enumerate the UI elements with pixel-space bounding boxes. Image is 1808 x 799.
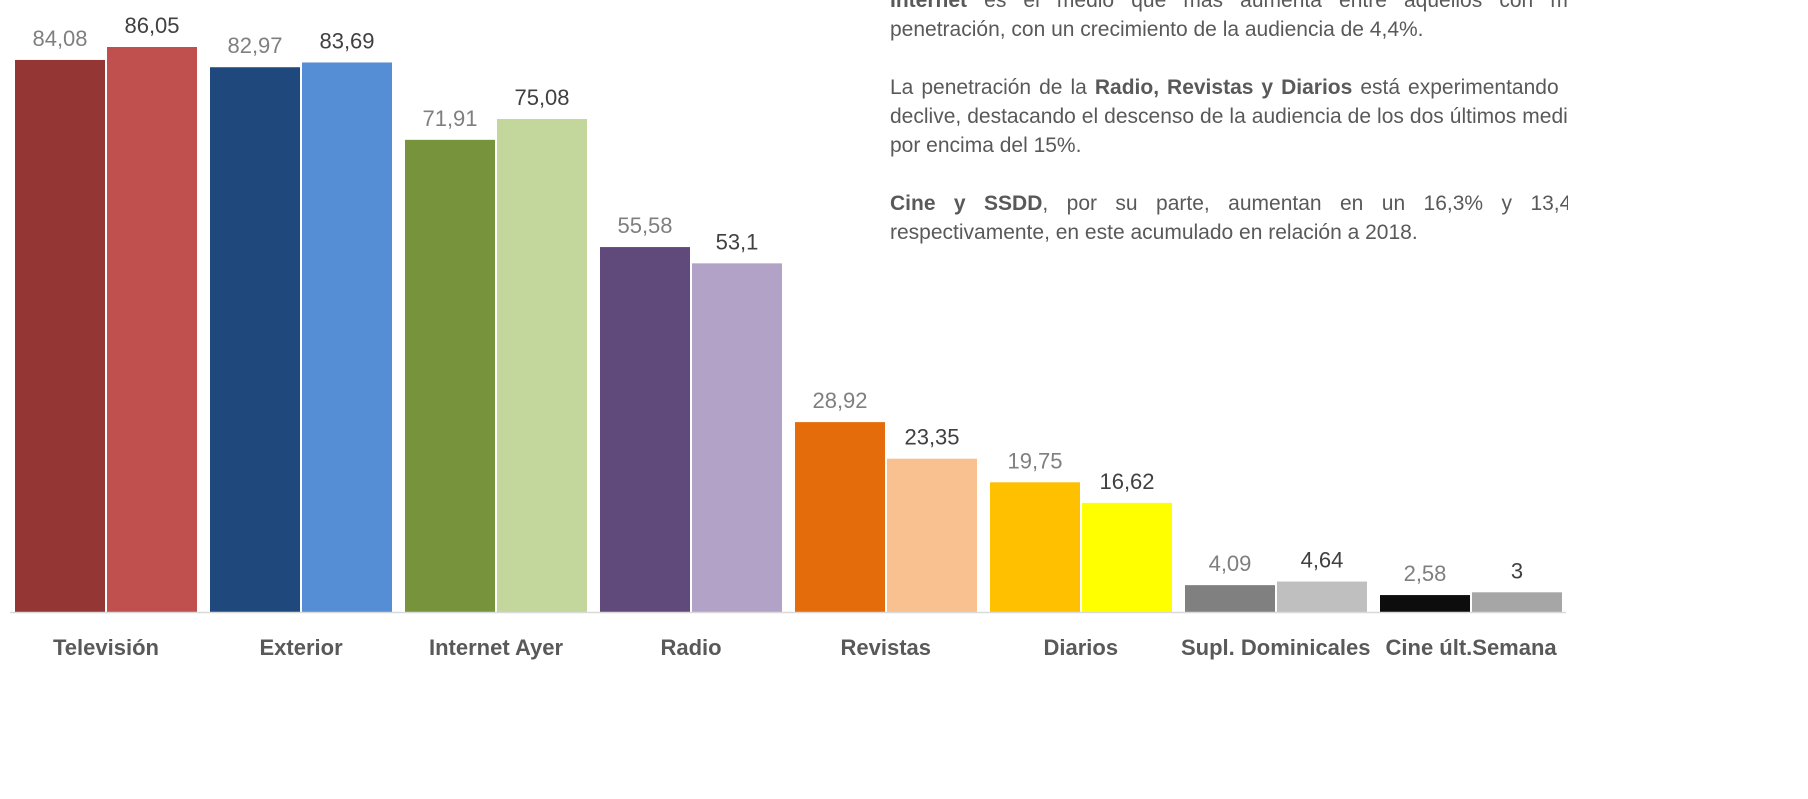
- text-panel-body: Internet es el medio que más aumenta ent…: [890, 0, 1568, 247]
- x-tick-label: Televisión: [53, 635, 159, 660]
- bar: [990, 482, 1080, 612]
- text: La penetración de la: [890, 76, 1095, 99]
- value-label: 2,58: [1404, 561, 1447, 586]
- text-panel: Internet es el medio que más aumenta ent…: [890, 0, 1568, 366]
- value-label: 3: [1511, 558, 1523, 583]
- bar: [795, 422, 885, 612]
- value-label: 23,35: [904, 425, 959, 450]
- bar: [15, 59, 105, 612]
- bar: [887, 458, 977, 612]
- value-label: 28,92: [812, 388, 867, 413]
- value-label: 86,05: [124, 13, 179, 38]
- bar: [107, 47, 197, 612]
- value-label: 55,58: [617, 213, 672, 238]
- bar: [600, 247, 690, 612]
- value-label: 71,91: [422, 106, 477, 131]
- bar: [302, 62, 392, 612]
- value-label: 53,1: [716, 229, 759, 254]
- bar: [497, 119, 587, 612]
- value-label: 4,09: [1209, 551, 1252, 576]
- bold-text: Cine y SSDD: [890, 192, 1043, 215]
- value-label: 4,64: [1301, 548, 1344, 573]
- value-label: 84,08: [32, 26, 87, 51]
- bar: [1380, 595, 1470, 612]
- text: está experimentando un declive, destacan…: [890, 76, 1568, 157]
- bar: [210, 67, 300, 612]
- value-label: 16,62: [1099, 469, 1154, 494]
- value-label: 82,97: [227, 33, 282, 58]
- bar: [1472, 592, 1562, 612]
- x-tick-label: Diarios: [1043, 635, 1119, 660]
- x-tick-label: Radio: [660, 635, 722, 660]
- bar: [1185, 585, 1275, 612]
- paragraph: La penetración de la Radio, Revistas y D…: [890, 73, 1568, 160]
- bold-text: Radio, Revistas y Diarios: [1094, 76, 1353, 99]
- value-label: 83,69: [319, 28, 374, 53]
- bold-text: Internet: [890, 0, 968, 12]
- paragraph: Internet es el medio que más aumenta ent…: [890, 0, 1568, 44]
- x-tick-label: Exterior: [259, 635, 343, 660]
- bar: [1082, 502, 1172, 612]
- value-label: 75,08: [514, 85, 569, 110]
- text: , por su parte, aumentan en un 16,3% y 1…: [890, 192, 1568, 244]
- bar: [1277, 581, 1367, 612]
- x-tick-label: Cine últ.Semana: [1385, 635, 1557, 660]
- value-label: 19,75: [1007, 448, 1062, 473]
- bar: [692, 263, 782, 612]
- bar: [405, 139, 495, 612]
- x-tick-label: Internet Ayer: [429, 635, 564, 660]
- x-tick-label: Supl. Dominicales: [1181, 635, 1371, 660]
- x-tick-label: Revistas: [840, 635, 932, 660]
- text: es el medio que más aumenta entre aquell…: [890, 0, 1568, 41]
- paragraph: Cine y SSDD, por su parte, aumentan en u…: [890, 189, 1568, 247]
